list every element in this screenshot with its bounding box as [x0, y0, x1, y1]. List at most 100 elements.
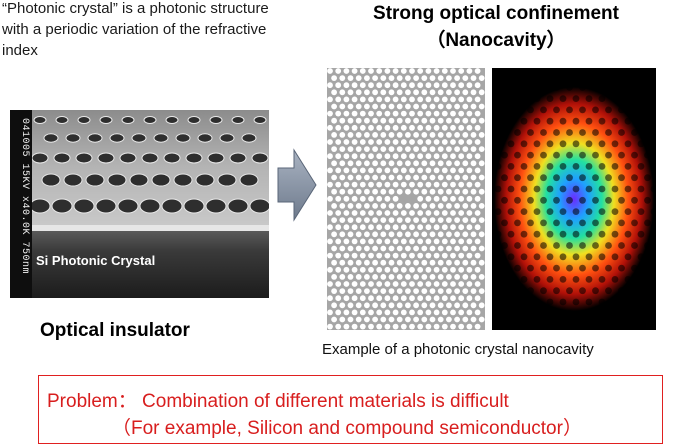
field-hole: [546, 95, 554, 102]
lattice-hole: [396, 132, 403, 138]
lattice-hole: [446, 274, 452, 280]
lattice-hole: [376, 323, 383, 330]
lattice-hole: [392, 96, 399, 103]
lattice-hole: [368, 281, 374, 287]
lattice-hole: [396, 259, 403, 266]
sem-hole: [109, 133, 125, 143]
field-hole: [585, 276, 593, 283]
lattice-hole: [372, 188, 378, 195]
lattice-hole: [384, 96, 391, 103]
lattice-hole: [462, 117, 469, 124]
field-hole: [650, 95, 656, 102]
lattice-hole: [425, 309, 432, 316]
lattice-hole: [458, 153, 465, 160]
lattice-hole: [388, 302, 395, 309]
lattice-hole: [347, 231, 354, 238]
field-hole: [618, 219, 625, 227]
lattice-hole: [425, 224, 432, 231]
lattice-hole: [458, 323, 465, 330]
lattice-hole: [400, 153, 407, 160]
lattice-hole: [384, 181, 391, 188]
lattice-hole: [478, 217, 485, 224]
lattice-hole: [372, 174, 378, 181]
lattice-hole: [413, 302, 419, 309]
lattice-hole: [372, 245, 378, 252]
lattice-hole: [372, 259, 378, 266]
lattice-hole: [429, 160, 436, 167]
lattice-hole: [425, 323, 432, 330]
field-hole: [540, 219, 547, 227]
lattice-hole: [450, 96, 456, 103]
lattice-hole: [347, 117, 354, 124]
lattice-hole: [446, 259, 452, 266]
field-hole: [507, 208, 515, 216]
lattice-hole: [364, 75, 370, 81]
lattice-hole: [384, 238, 391, 245]
lattice-hole: [450, 266, 456, 273]
lattice-hole: [417, 167, 424, 174]
lattice-hole: [396, 174, 403, 181]
lattice-hole: [470, 203, 477, 209]
lattice-hole: [417, 323, 424, 330]
lattice-hole: [364, 245, 370, 252]
lattice-hole: [405, 217, 411, 224]
lattice-hole: [347, 174, 354, 181]
lattice-hole: [359, 295, 366, 302]
lattice-hole: [474, 139, 481, 145]
field-hole: [579, 129, 586, 136]
lattice-hole: [372, 132, 378, 138]
lattice-hole: [450, 195, 456, 202]
sem-hole: [139, 198, 161, 214]
field-hole: [598, 117, 606, 125]
field-hole: [579, 83, 586, 91]
lattice-hole: [392, 266, 399, 273]
field-hole: [507, 298, 515, 306]
lattice-hole: [368, 224, 374, 231]
lattice-hole: [359, 266, 366, 273]
field-hole: [559, 95, 567, 102]
field-hole: [572, 253, 580, 261]
field-hole: [644, 196, 651, 204]
lattice-hole: [388, 89, 395, 96]
field-hole: [585, 140, 593, 148]
lattice-hole: [380, 75, 387, 81]
lattice-hole: [417, 281, 424, 287]
field-hole: [618, 106, 625, 114]
field-hole: [540, 196, 547, 204]
sem-hole: [55, 116, 69, 124]
lattice-hole: [405, 89, 411, 96]
lattice-hole: [458, 281, 465, 287]
lattice-hole: [417, 96, 424, 103]
lattice-hole: [474, 295, 481, 302]
field-hole: [592, 242, 599, 249]
lattice-hole: [429, 217, 436, 224]
sem-hole: [195, 173, 215, 187]
lattice-hole: [450, 181, 456, 188]
lattice-hole: [327, 252, 333, 259]
field-hole: [494, 276, 502, 283]
field-hole: [507, 185, 515, 193]
field-hole: [501, 242, 508, 249]
lattice-hole: [425, 195, 432, 202]
field-hole: [644, 151, 651, 159]
lattice-hole: [343, 323, 350, 330]
lattice-hole: [405, 103, 411, 110]
lattice-hole: [441, 82, 448, 89]
lattice-hole: [454, 89, 460, 96]
lattice-hole: [437, 174, 444, 181]
lattice-hole: [421, 89, 428, 96]
sem-hole: [241, 133, 257, 143]
lattice-hole: [458, 68, 465, 74]
lattice-hole: [368, 266, 374, 273]
field-hole: [637, 163, 645, 170]
sem-hole: [143, 116, 157, 124]
field-hole: [598, 253, 606, 261]
sem-hole: [249, 198, 269, 214]
lattice-hole: [458, 110, 465, 117]
lattice-hole: [368, 124, 374, 131]
lattice-hole: [343, 309, 350, 316]
lattice-hole: [335, 238, 342, 245]
lattice-hole: [478, 302, 485, 309]
lattice-hole: [466, 210, 473, 216]
field-hole: [624, 321, 632, 328]
